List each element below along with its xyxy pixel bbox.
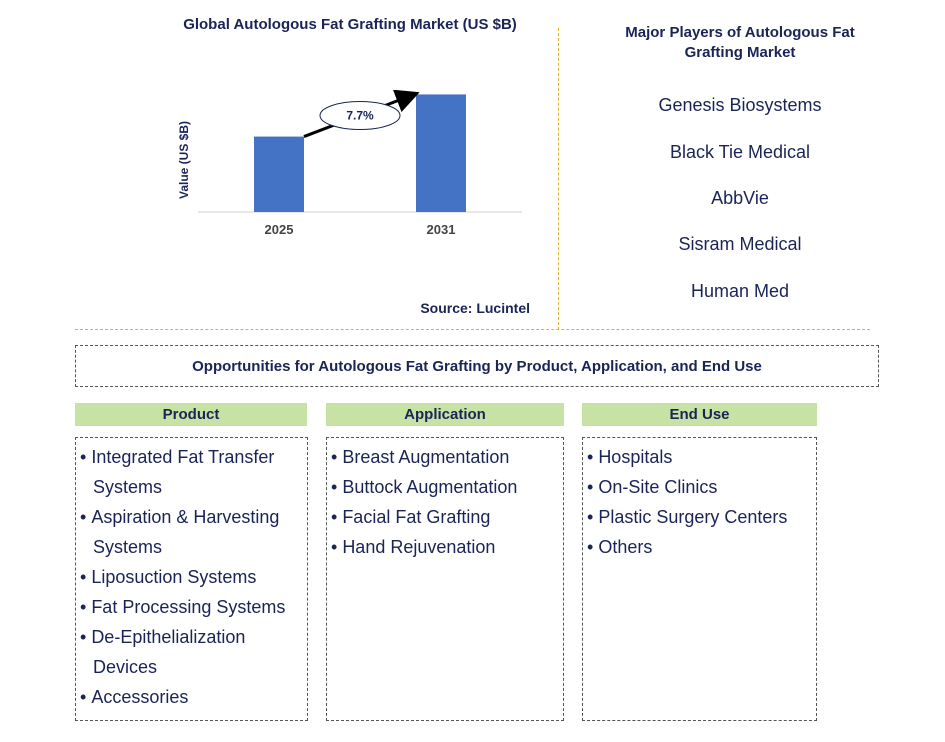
list-item: Others xyxy=(587,532,812,562)
x-tick-label: 2025 xyxy=(265,222,294,237)
player-sisram-medical: Sisram Medical xyxy=(678,234,802,254)
product-list: Integrated Fat Transfer Systems Aspirati… xyxy=(75,437,308,721)
list-item: Hospitals xyxy=(587,442,812,472)
players-title: Major Players of Autologous Fat Grafting… xyxy=(625,24,855,61)
bar-chart: Value (US $B) 2025 2031 7.7% xyxy=(177,90,522,237)
list-item: Buttock Augmentation xyxy=(331,472,559,502)
player-abbvie: AbbVie xyxy=(711,188,769,208)
player-genesis-biosystems: Genesis Biosystems xyxy=(658,95,822,115)
chart-title: Global Autologous Fat Grafting Market (U… xyxy=(183,16,517,33)
list-item: Integrated Fat Transfer Systems xyxy=(80,442,303,502)
list-item: Breast Augmentation xyxy=(331,442,559,472)
list-item: Accessories xyxy=(80,682,303,712)
list-item: Aspiration & Harvesting Systems xyxy=(80,502,303,562)
list-item: Fat Processing Systems xyxy=(80,592,303,622)
source-label: Source: Lucintel xyxy=(420,300,530,316)
end-use-header: End Use xyxy=(582,403,817,426)
application-list: Breast Augmentation Buttock Augmentation… xyxy=(326,437,564,721)
list-item: Hand Rejuvenation xyxy=(331,532,559,562)
x-tick-label: 2031 xyxy=(427,222,456,237)
cagr-label: 7.7% xyxy=(346,109,374,123)
list-item: Facial Fat Grafting xyxy=(331,502,559,532)
list-item: De-Epithelialization Devices xyxy=(80,622,303,682)
cagr-bubble xyxy=(319,101,401,131)
player-human-med: Human Med xyxy=(690,281,790,301)
bar-2031 xyxy=(416,94,466,212)
opportunities-title: Opportunities for Autologous Fat Graftin… xyxy=(75,345,879,387)
list-item: On-Site Clinics xyxy=(587,472,812,502)
vertical-divider xyxy=(558,28,559,330)
list-item: Plastic Surgery Centers xyxy=(587,502,812,532)
bar-2025 xyxy=(254,136,304,212)
product-header: Product xyxy=(75,403,307,426)
y-axis-label: Value (US $B) xyxy=(177,121,191,199)
list-item: Liposuction Systems xyxy=(80,562,303,592)
application-header: Application xyxy=(326,403,564,426)
horizontal-divider xyxy=(75,329,870,330)
player-black-tie-medical: Black Tie Medical xyxy=(669,142,811,162)
end-use-list: Hospitals On-Site Clinics Plastic Surger… xyxy=(582,437,817,721)
